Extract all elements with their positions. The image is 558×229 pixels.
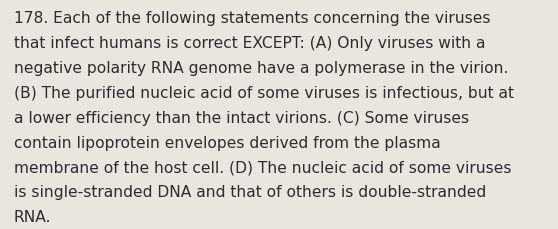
Text: a lower efficiency than the intact virions. (C) Some viruses: a lower efficiency than the intact virio… <box>14 110 469 125</box>
Text: (B) The purified nucleic acid of some viruses is infectious, but at: (B) The purified nucleic acid of some vi… <box>14 86 514 101</box>
Text: is single-stranded DNA and that of others is double-stranded: is single-stranded DNA and that of other… <box>14 185 486 199</box>
Text: contain lipoprotein envelopes derived from the plasma: contain lipoprotein envelopes derived fr… <box>14 135 441 150</box>
Text: that infect humans is correct EXCEPT: (A) Only viruses with a: that infect humans is correct EXCEPT: (A… <box>14 36 485 51</box>
Text: RNA.: RNA. <box>14 209 51 224</box>
Text: membrane of the host cell. (D) The nucleic acid of some viruses: membrane of the host cell. (D) The nucle… <box>14 160 512 175</box>
Text: negative polarity RNA genome have a polymerase in the virion.: negative polarity RNA genome have a poly… <box>14 61 508 76</box>
Text: 178. Each of the following statements concerning the viruses: 178. Each of the following statements co… <box>14 11 490 26</box>
